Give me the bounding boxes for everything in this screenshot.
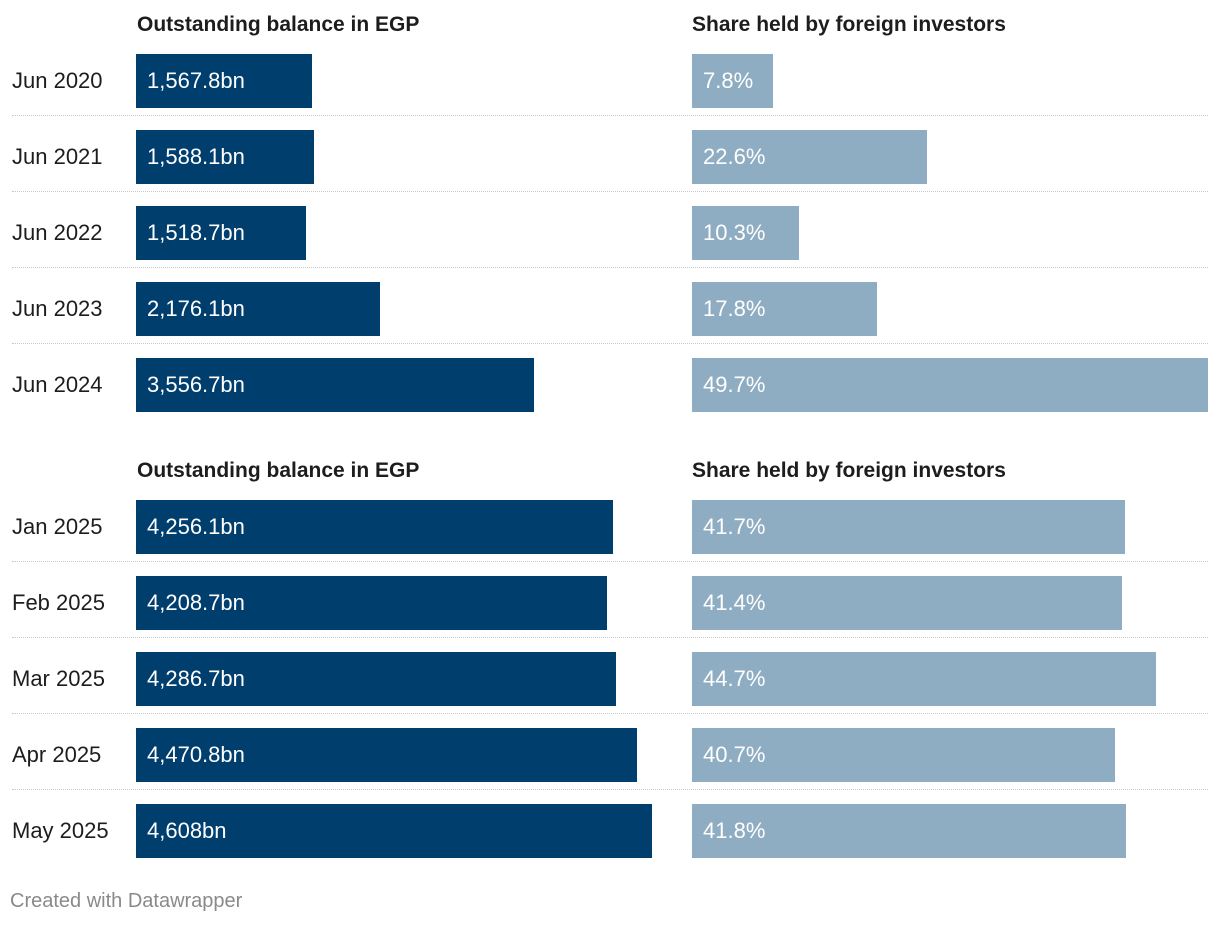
- balance-bar-label: 4,608bn: [147, 818, 227, 843]
- balance-bar[interactable]: 1,567.8bn: [136, 54, 312, 108]
- chart-row: Jun 2021 1,588.1bn 22.6%: [0, 116, 1208, 192]
- column-title-balance: Outstanding balance in EGP: [137, 459, 420, 482]
- chart-row: Jan 2025 4,256.1bn 41.7%: [0, 486, 1208, 562]
- share-bar-label: 10.3%: [703, 220, 766, 245]
- column-title-share: Share held by foreign investors: [692, 13, 1006, 36]
- row-label: Jun 2023: [12, 296, 103, 321]
- share-bar[interactable]: 41.7%: [692, 500, 1125, 554]
- balance-bar[interactable]: 4,608bn: [136, 804, 652, 858]
- share-bar[interactable]: 44.7%: [692, 652, 1156, 706]
- row-label: Jun 2024: [12, 372, 103, 397]
- chart-row: Feb 2025 4,208.7bn 41.4%: [0, 562, 1208, 638]
- chart-row: Apr 2025 4,470.8bn 40.7%: [0, 714, 1208, 790]
- chart-row: Jun 2022 1,518.7bn 10.3%: [0, 192, 1208, 268]
- balance-bar-label: 4,286.7bn: [147, 666, 245, 691]
- balance-bar[interactable]: 4,256.1bn: [136, 500, 613, 554]
- share-bar[interactable]: 10.3%: [692, 206, 799, 260]
- share-bar-label: 41.4%: [703, 590, 766, 615]
- share-bar-label: 41.8%: [703, 818, 766, 843]
- share-bar[interactable]: 41.4%: [692, 576, 1122, 630]
- share-bar[interactable]: 49.7%: [692, 358, 1208, 412]
- column-title-balance: Outstanding balance in EGP: [137, 13, 420, 36]
- share-bar-label: 40.7%: [703, 742, 766, 767]
- balance-bar[interactable]: 2,176.1bn: [136, 282, 380, 336]
- column-title-share: Share held by foreign investors: [692, 459, 1006, 482]
- share-bar-label: 7.8%: [703, 68, 754, 93]
- balance-bar-label: 4,208.7bn: [147, 590, 245, 615]
- share-bar-label: 22.6%: [703, 144, 766, 169]
- balance-bar-label: 1,518.7bn: [147, 220, 245, 245]
- share-bar[interactable]: 7.8%: [692, 54, 773, 108]
- balance-bar[interactable]: 4,470.8bn: [136, 728, 637, 782]
- balance-bar-label: 2,176.1bn: [147, 296, 245, 321]
- row-label: Jun 2021: [12, 144, 103, 169]
- chart-row: Mar 2025 4,286.7bn 44.7%: [0, 638, 1208, 714]
- share-bar[interactable]: 40.7%: [692, 728, 1115, 782]
- chart-row: Jun 2020 1,567.8bn 7.8%: [0, 40, 1208, 116]
- balance-bar-label: 3,556.7bn: [147, 372, 245, 397]
- balance-bar[interactable]: 4,208.7bn: [136, 576, 607, 630]
- balance-bar-label: 4,470.8bn: [147, 742, 245, 767]
- share-bar[interactable]: 41.8%: [692, 804, 1126, 858]
- share-bar-label: 41.7%: [703, 514, 766, 539]
- chart-row: Jun 2023 2,176.1bn 17.8%: [0, 268, 1208, 344]
- row-label: Jun 2020: [12, 68, 103, 93]
- chart-row: Jun 2024 3,556.7bn 49.7%: [0, 344, 1208, 420]
- share-bar[interactable]: 17.8%: [692, 282, 877, 336]
- row-label: Feb 2025: [12, 590, 105, 615]
- credit-footer[interactable]: Created with Datawrapper: [10, 890, 243, 912]
- balance-bar-label: 1,588.1bn: [147, 144, 245, 169]
- share-bar[interactable]: 22.6%: [692, 130, 927, 184]
- share-bar-label: 44.7%: [703, 666, 766, 691]
- share-bar-label: 17.8%: [703, 296, 766, 321]
- row-label: Jan 2025: [12, 514, 103, 539]
- balance-bar-label: 1,567.8bn: [147, 68, 245, 93]
- balance-bar-label: 4,256.1bn: [147, 514, 245, 539]
- balance-bar[interactable]: 1,518.7bn: [136, 206, 306, 260]
- chart-row: May 2025 4,608bn 41.8%: [0, 790, 1208, 866]
- balance-bar[interactable]: 4,286.7bn: [136, 652, 616, 706]
- row-label: Mar 2025: [12, 666, 105, 691]
- balance-bar[interactable]: 3,556.7bn: [136, 358, 534, 412]
- row-label: Apr 2025: [12, 742, 102, 767]
- balance-bar[interactable]: 1,588.1bn: [136, 130, 314, 184]
- row-label: May 2025: [12, 818, 109, 843]
- share-bar-label: 49.7%: [703, 372, 766, 397]
- row-label: Jun 2022: [12, 220, 103, 245]
